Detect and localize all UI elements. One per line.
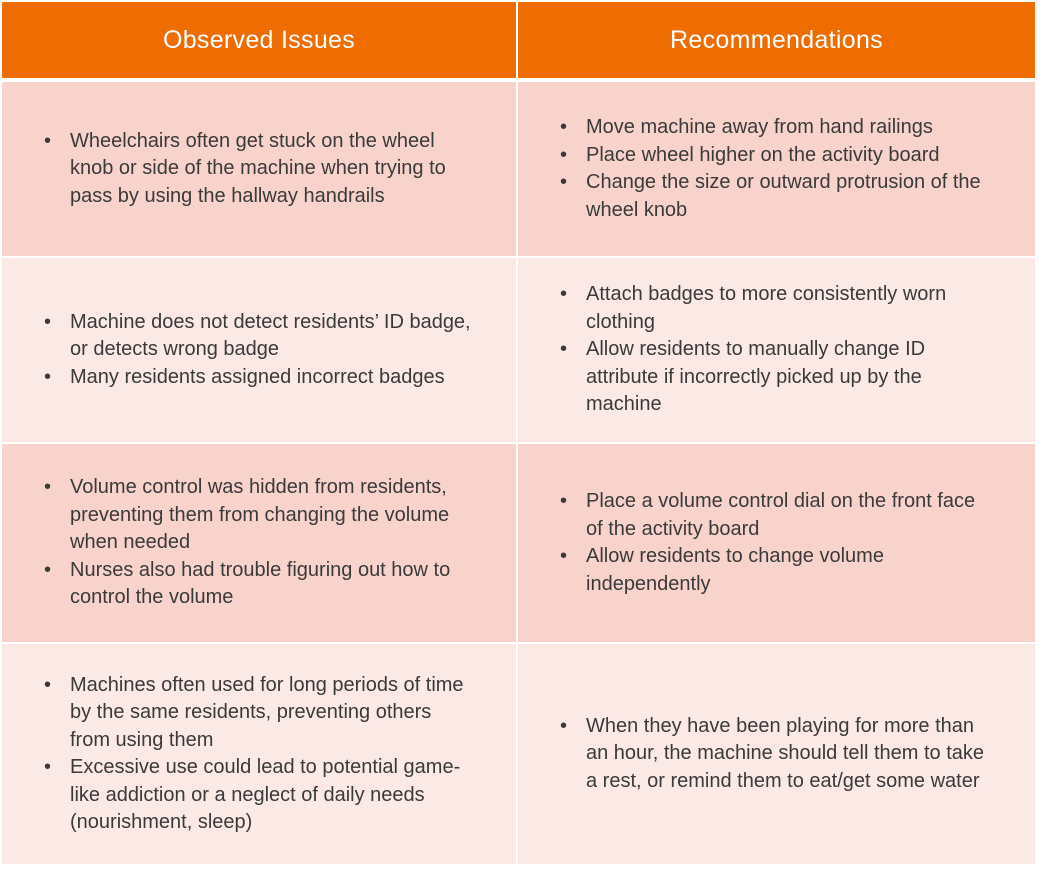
recommendations-cell: When they have been playing for more tha… bbox=[518, 644, 1035, 866]
list-item: Wheelchairs often get stuck on the wheel… bbox=[44, 128, 516, 211]
table-row: Wheelchairs often get stuck on the wheel… bbox=[2, 82, 1035, 258]
table-row: Machine does not detect residents’ ID ba… bbox=[2, 258, 1035, 444]
list-item: Volume control was hidden from residents… bbox=[44, 474, 516, 557]
list-item: Nurses also had trouble figuring out how… bbox=[44, 557, 516, 612]
issues-cell: Machines often used for long periods of … bbox=[2, 644, 518, 866]
list-item: Many residents assigned incorrect badges bbox=[44, 364, 516, 392]
issues-list: Machines often used for long periods of … bbox=[2, 672, 516, 837]
list-item: Place a volume control dial on the front… bbox=[560, 488, 1035, 543]
list-item: Allow residents to manually change ID at… bbox=[560, 336, 1035, 419]
recommendations-list: When they have been playing for more tha… bbox=[518, 713, 1035, 796]
issues-list: Machine does not detect residents’ ID ba… bbox=[2, 309, 516, 392]
recommendations-list: Move machine away from hand railings Pla… bbox=[518, 114, 1035, 224]
issues-list: Wheelchairs often get stuck on the wheel… bbox=[2, 128, 516, 211]
recommendations-cell: Attach badges to more consistently worn … bbox=[518, 258, 1035, 444]
recommendations-list: Place a volume control dial on the front… bbox=[518, 488, 1035, 598]
list-item: Move machine away from hand railings bbox=[560, 114, 1035, 142]
issues-cell: Machine does not detect residents’ ID ba… bbox=[2, 258, 518, 444]
issues-cell: Wheelchairs often get stuck on the wheel… bbox=[2, 82, 518, 258]
recommendations-list: Attach badges to more consistently worn … bbox=[518, 281, 1035, 419]
list-item: Machine does not detect residents’ ID ba… bbox=[44, 309, 516, 364]
header-observed-issues: Observed Issues bbox=[2, 2, 518, 78]
list-item: Place wheel higher on the activity board bbox=[560, 142, 1035, 170]
table-row: Volume control was hidden from residents… bbox=[2, 444, 1035, 644]
header-gap bbox=[2, 78, 1035, 82]
recommendations-cell: Place a volume control dial on the front… bbox=[518, 444, 1035, 644]
issues-list: Volume control was hidden from residents… bbox=[2, 474, 516, 612]
list-item: Attach badges to more consistently worn … bbox=[560, 281, 1035, 336]
recommendations-cell: Move machine away from hand railings Pla… bbox=[518, 82, 1035, 258]
list-item: Excessive use could lead to potential ga… bbox=[44, 754, 516, 837]
list-item: When they have been playing for more tha… bbox=[560, 713, 1035, 796]
table-row: Machines often used for long periods of … bbox=[2, 644, 1035, 866]
list-item: Change the size or outward protrusion of… bbox=[560, 169, 1035, 224]
header-recommendations: Recommendations bbox=[518, 2, 1035, 78]
issues-cell: Volume control was hidden from residents… bbox=[2, 444, 518, 644]
list-item: Allow residents to change volume indepen… bbox=[560, 543, 1035, 598]
header-row: Observed Issues Recommendations bbox=[2, 2, 1035, 78]
list-item: Machines often used for long periods of … bbox=[44, 672, 516, 755]
